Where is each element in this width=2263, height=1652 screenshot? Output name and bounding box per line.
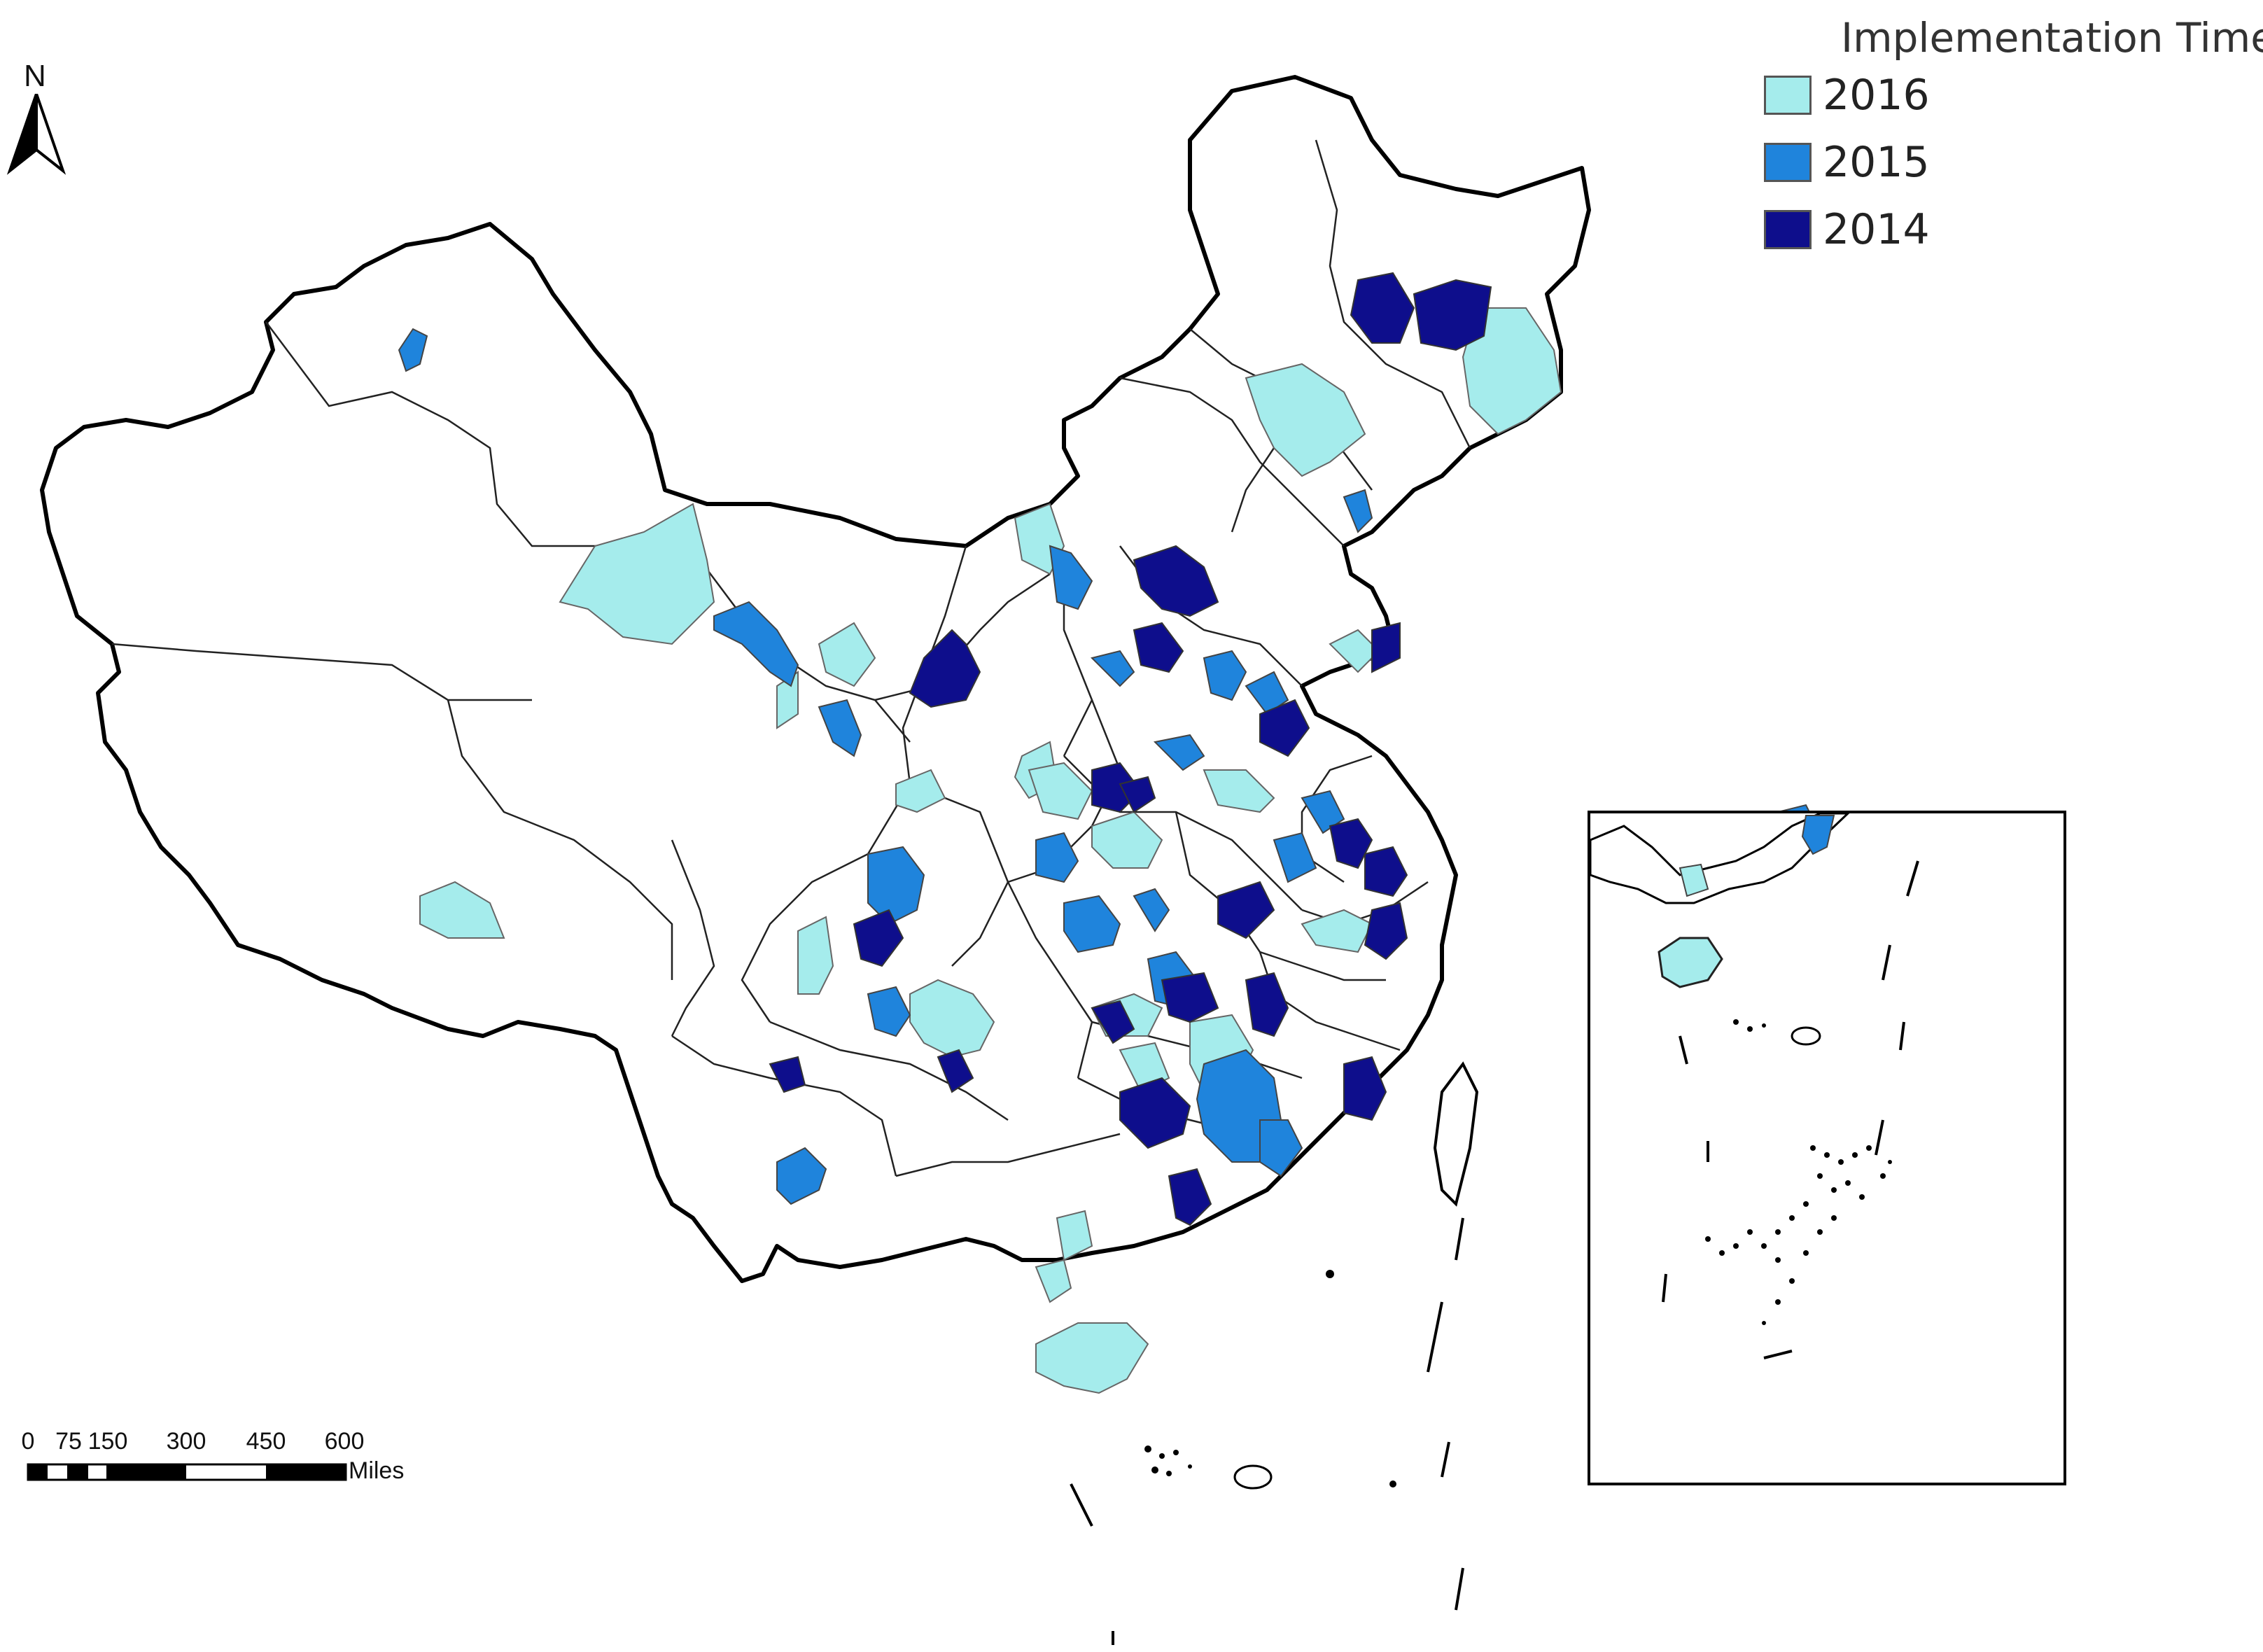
scale-units: Miles: [349, 1457, 405, 1484]
scale-tick-75: 75: [55, 1428, 82, 1455]
legend-label-2015: 2015: [1823, 138, 1930, 187]
legend-item-2015: 2015: [1764, 129, 2254, 196]
small-island: [1233, 1464, 1273, 1490]
south-china-sea-inset: [1588, 811, 2066, 1485]
scale-tick-300: 300: [166, 1428, 206, 1455]
hainan-island: [1035, 1322, 1149, 1394]
legend-item-2014: 2014: [1764, 196, 2254, 263]
scale-tick-150: 150: [87, 1428, 128, 1455]
scale-bar-graphic: [27, 1463, 347, 1481]
south-china-sea-dashes: [1070, 1217, 1464, 1645]
scale-bar: 0 75 150 300 450 600 Miles: [14, 1428, 504, 1505]
legend-label-2014: 2014: [1823, 205, 1930, 254]
island-groups: [1144, 1270, 1396, 1488]
north-arrow-icon: [7, 94, 66, 175]
legend-item-2016: 2016: [1764, 62, 2254, 129]
scale-tick-600: 600: [324, 1428, 365, 1455]
north-arrow: N: [7, 59, 66, 185]
scale-tick-0: 0: [21, 1428, 35, 1455]
legend: Implementation Time 2016 2015 2014: [1764, 14, 2263, 263]
scale-tick-450: 450: [246, 1428, 286, 1455]
taiwan-island: [1433, 1061, 1479, 1207]
legend-swatch-2015: [1764, 143, 1812, 182]
inset-hainan: [1658, 937, 1723, 988]
legend-swatch-2016: [1764, 76, 1812, 115]
legend-label-2016: 2016: [1823, 71, 1930, 120]
north-letter: N: [24, 59, 46, 93]
legend-title: Implementation Time: [1841, 14, 2263, 62]
legend-swatch-2014: [1764, 210, 1812, 249]
